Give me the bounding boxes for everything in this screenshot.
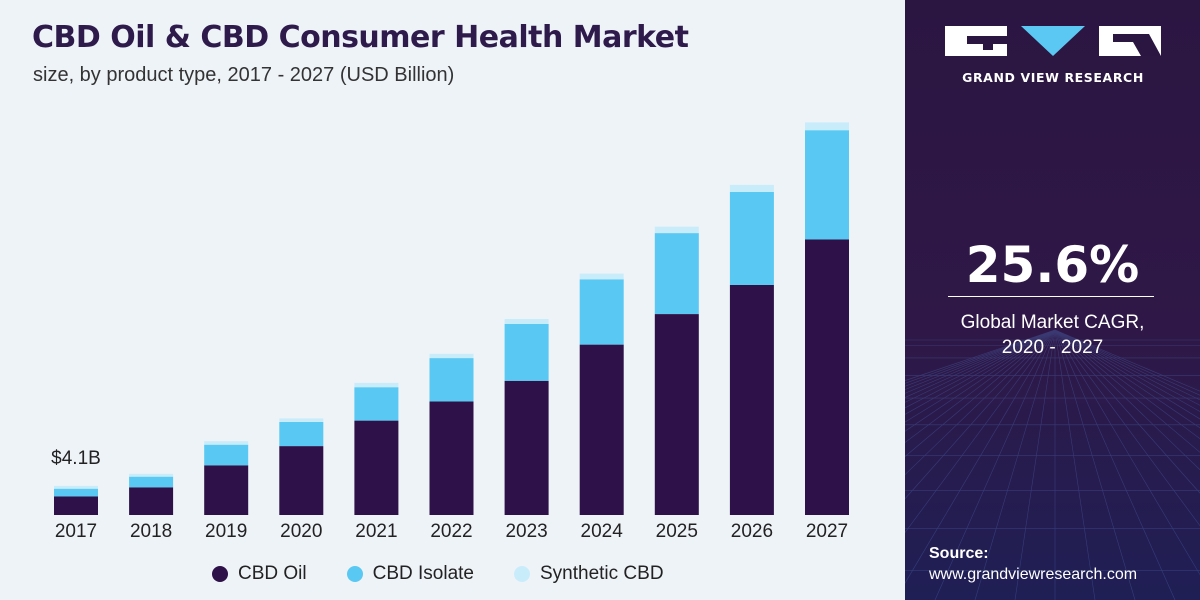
legend-item-synthetic-cbd: Synthetic CBD <box>514 563 664 585</box>
legend-item-cbd-isolate: CBD Isolate <box>346 563 474 585</box>
bar-cbd-oil-2017 <box>54 496 98 515</box>
source-label: Source: <box>929 545 989 562</box>
bar-cbd-isolate-2017 <box>54 488 98 497</box>
x-tick-label-2024: 2024 <box>581 521 624 542</box>
bar-cbd-oil-2026 <box>729 285 774 515</box>
bar-synthetic-cbd-2027 <box>805 122 849 131</box>
bar-synthetic-cbd-2020 <box>279 418 324 422</box>
bar-synthetic-cbd-2019 <box>204 441 249 445</box>
legend-swatch-synthetic-cbd <box>514 566 530 582</box>
bar-synthetic-cbd-2024 <box>579 273 624 280</box>
x-tick-label-2019: 2019 <box>205 521 247 542</box>
x-tick-label-2025: 2025 <box>656 521 698 542</box>
data-label-2017: $4.1B <box>51 448 101 469</box>
bar-cbd-oil-2023 <box>504 380 549 515</box>
bar-synthetic-cbd-2023 <box>504 319 549 324</box>
bar-synthetic-cbd-2017 <box>54 485 98 489</box>
chart-title: CBD Oil & CBD Consumer Health Market <box>32 20 689 55</box>
legend-swatch-cbd-oil <box>212 566 228 582</box>
logo-mark-icon <box>945 26 1161 56</box>
x-tick-label-2027: 2027 <box>806 521 848 542</box>
bar-cbd-oil-2025 <box>654 314 699 515</box>
chart-subtitle: size, by product type, 2017 - 2027 (USD … <box>33 64 455 86</box>
source-url-link[interactable]: www.grandviewresearch.com <box>929 566 1138 583</box>
bar-cbd-isolate-2020 <box>279 422 324 447</box>
bar-cbd-isolate-2018 <box>129 476 174 488</box>
x-tick-label-2017: 2017 <box>55 521 97 542</box>
bar-synthetic-cbd-2022 <box>429 353 474 359</box>
x-tick-label-2018: 2018 <box>130 521 172 542</box>
x-tick-label-2023: 2023 <box>505 521 547 542</box>
bar-cbd-oil-2021 <box>354 420 399 515</box>
bar-cbd-oil-2019 <box>204 465 249 515</box>
x-tick-label-2020: 2020 <box>280 521 322 542</box>
bar-cbd-isolate-2023 <box>504 324 549 381</box>
chart-legend: CBD Oil CBD Isolate Synthetic CBD <box>212 563 664 585</box>
legend-item-cbd-oil: CBD Oil <box>212 563 307 585</box>
bar-cbd-isolate-2021 <box>354 387 399 421</box>
bar-cbd-oil-2024 <box>579 344 624 515</box>
bar-synthetic-cbd-2018 <box>129 473 174 477</box>
bar-cbd-isolate-2026 <box>729 192 774 285</box>
cagr-label-line-1: Global Market CAGR, <box>960 312 1145 333</box>
bar-cbd-isolate-2025 <box>654 233 699 314</box>
source-block: Source: www.grandviewresearch.com <box>929 543 1137 585</box>
grand-view-research-logo: GRAND VIEW RESEARCH <box>943 20 1163 90</box>
summary-panel: GRAND VIEW RESEARCH 25.6% Global Market … <box>905 0 1200 600</box>
legend-label-synthetic-cbd: Synthetic CBD <box>540 563 664 584</box>
bar-cbd-isolate-2027 <box>805 130 849 240</box>
decorative-grid-background <box>905 329 1200 600</box>
bar-cbd-isolate-2019 <box>204 444 249 466</box>
x-tick-label-2022: 2022 <box>430 521 472 542</box>
bar-synthetic-cbd-2026 <box>729 184 774 192</box>
legend-label-cbd-oil: CBD Oil <box>238 563 307 584</box>
bar-cbd-oil-2018 <box>129 487 174 515</box>
cagr-value: 25.6% <box>965 236 1140 294</box>
bar-synthetic-cbd-2025 <box>654 226 699 234</box>
stacked-bar-chart: 2017 2018 2019 2020 2021 2022 2023 2024 2025 2026… <box>51 122 849 542</box>
legend-label-cbd-isolate: CBD Isolate <box>372 563 474 584</box>
x-tick-label-2026: 2026 <box>731 521 773 542</box>
bar-cbd-oil-2027 <box>805 239 849 515</box>
logo-wordmark: GRAND VIEW RESEARCH <box>962 70 1144 85</box>
cagr-divider <box>948 296 1154 297</box>
bar-cbd-isolate-2022 <box>429 358 474 402</box>
cagr-label: Global Market CAGR, 2020 - 2027 <box>905 310 1200 360</box>
bar-cbd-oil-2020 <box>279 446 324 515</box>
cagr-label-line-2: 2020 - 2027 <box>1001 337 1104 358</box>
bar-cbd-isolate-2024 <box>579 279 624 345</box>
bar-cbd-oil-2022 <box>429 401 474 515</box>
grid-lines <box>905 329 1200 600</box>
chart-area: CBD Oil & CBD Consumer Health Market siz… <box>0 0 905 600</box>
x-tick-label-2021: 2021 <box>355 521 397 542</box>
legend-swatch-cbd-isolate <box>346 566 363 582</box>
bar-synthetic-cbd-2021 <box>354 382 399 388</box>
